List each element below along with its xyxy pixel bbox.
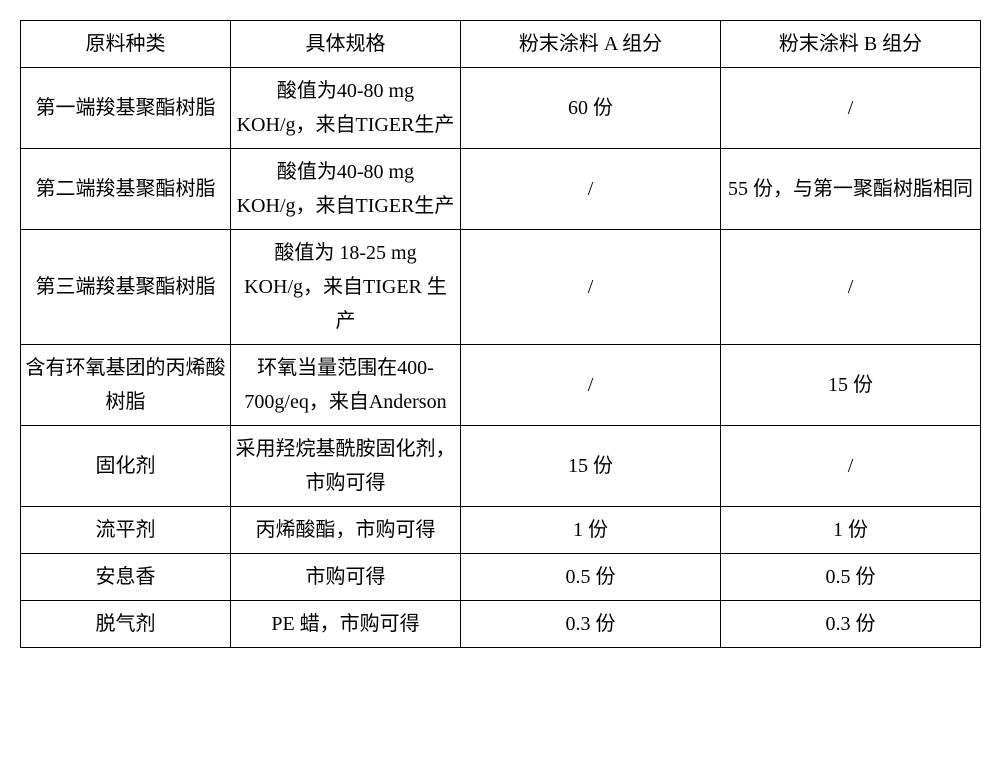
cell-comp-b: 1 份 [721,507,981,554]
table-row: 含有环氧基团的丙烯酸树脂 环氧当量范围在400-700g/eq，来自Anders… [21,345,981,426]
table-row: 脱气剂 PE 蜡，市购可得 0.3 份 0.3 份 [21,601,981,648]
cell-comp-a: 15 份 [461,426,721,507]
cell-material-type: 第一端羧基聚酯树脂 [21,68,231,149]
table-row: 固化剂 采用羟烷基酰胺固化剂，市购可得 15 份 / [21,426,981,507]
cell-material-type: 第二端羧基聚酯树脂 [21,149,231,230]
cell-spec: PE 蜡，市购可得 [231,601,461,648]
cell-comp-a: / [461,230,721,345]
materials-table: 原料种类 具体规格 粉末涂料 A 组分 粉末涂料 B 组分 第一端羧基聚酯树脂 … [20,20,981,648]
col-header-spec: 具体规格 [231,21,461,68]
cell-material-type: 安息香 [21,554,231,601]
cell-comp-b: 0.5 份 [721,554,981,601]
cell-material-type: 含有环氧基团的丙烯酸树脂 [21,345,231,426]
cell-spec: 采用羟烷基酰胺固化剂，市购可得 [231,426,461,507]
cell-material-type: 脱气剂 [21,601,231,648]
table-row: 第三端羧基聚酯树脂 酸值为 18-25 mg KOH/g，来自TIGER 生产 … [21,230,981,345]
table-row: 流平剂 丙烯酸酯，市购可得 1 份 1 份 [21,507,981,554]
table-row: 第二端羧基聚酯树脂 酸值为40-80 mg KOH/g，来自TIGER生产 / … [21,149,981,230]
cell-comp-b: / [721,68,981,149]
cell-comp-b: / [721,230,981,345]
cell-material-type: 第三端羧基聚酯树脂 [21,230,231,345]
cell-comp-b: 0.3 份 [721,601,981,648]
table-row: 安息香 市购可得 0.5 份 0.5 份 [21,554,981,601]
cell-comp-a: 0.5 份 [461,554,721,601]
table-row: 第一端羧基聚酯树脂 酸值为40-80 mg KOH/g，来自TIGER生产 60… [21,68,981,149]
cell-comp-a: 1 份 [461,507,721,554]
cell-spec: 市购可得 [231,554,461,601]
cell-comp-b: 55 份，与第一聚酯树脂相同 [721,149,981,230]
cell-comp-a: / [461,345,721,426]
cell-spec: 酸值为40-80 mg KOH/g，来自TIGER生产 [231,149,461,230]
table-header-row: 原料种类 具体规格 粉末涂料 A 组分 粉末涂料 B 组分 [21,21,981,68]
cell-spec: 酸值为40-80 mg KOH/g，来自TIGER生产 [231,68,461,149]
col-header-component-a: 粉末涂料 A 组分 [461,21,721,68]
cell-spec: 丙烯酸酯，市购可得 [231,507,461,554]
cell-comp-a: 60 份 [461,68,721,149]
cell-comp-b: 15 份 [721,345,981,426]
cell-comp-b: / [721,426,981,507]
col-header-component-b: 粉末涂料 B 组分 [721,21,981,68]
cell-spec: 酸值为 18-25 mg KOH/g，来自TIGER 生产 [231,230,461,345]
cell-comp-a: 0.3 份 [461,601,721,648]
cell-material-type: 流平剂 [21,507,231,554]
cell-comp-a: / [461,149,721,230]
col-header-material-type: 原料种类 [21,21,231,68]
cell-spec: 环氧当量范围在400-700g/eq，来自Anderson [231,345,461,426]
cell-material-type: 固化剂 [21,426,231,507]
